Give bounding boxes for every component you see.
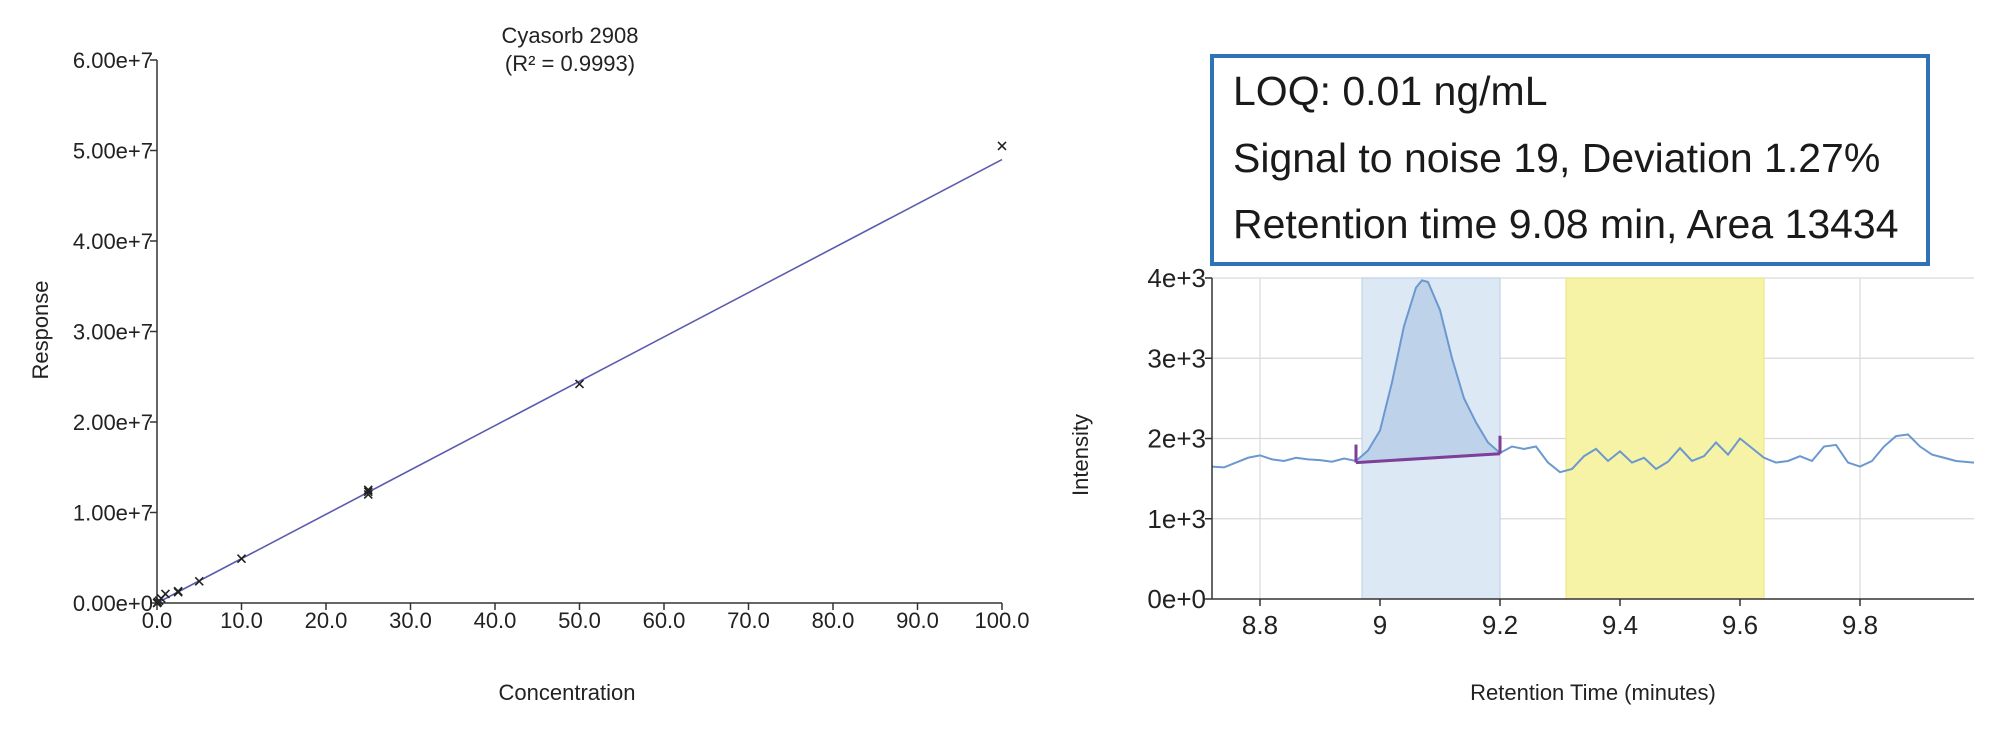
y-tick-label: 4e+3 — [1147, 263, 1206, 293]
x-tick-label: 9.6 — [1722, 610, 1758, 640]
data-point — [363, 485, 373, 495]
y-axis-label: Intensity — [1068, 414, 1093, 496]
info-line-loq: LOQ: 0.01 ng/mL — [1233, 68, 1548, 114]
data-point-stroke — [363, 487, 373, 497]
info-box: LOQ: 0.01 ng/mL Signal to noise 19, Devi… — [1210, 54, 1930, 266]
calibration-axes — [156, 60, 1002, 604]
x-tick-label: 30.0 — [389, 608, 432, 633]
x-tick-label: 8.8 — [1242, 610, 1278, 640]
chromatogram-trace — [1211, 279, 1975, 474]
chromatogram-chart: 0e+0 1e+3 2e+3 3e+3 4e+3 8.8 9 9.2 9.4 9.6 9.8 Re… — [1068, 263, 1975, 705]
calibration-chart: Cyasorb 2908 (R² = 0.9993) 0.00e+0 1.00e+… — [28, 23, 1030, 705]
x-tick-label: 0.0 — [142, 608, 173, 633]
y-tick-label: 3e+3 — [1147, 343, 1206, 373]
chart-title: Cyasorb 2908 — [502, 23, 639, 48]
y-tick-label: 3.00e+7 — [73, 320, 153, 345]
calibration-points — [152, 141, 1007, 608]
y-tick-label: 5.00e+7 — [73, 139, 153, 164]
calibration-fit-line — [156, 158, 1003, 604]
calibration-x-ticks: 0.0 10.0 20.0 30.0 40.0 50.0 60.0 70.0 80.0 90.0 1… — [142, 603, 1030, 633]
baseline-line — [1355, 452, 1501, 465]
x-tick-label: 9.8 — [1842, 610, 1878, 640]
data-point-stroke — [574, 379, 585, 389]
chromatogram-y-ticks: 0e+0 1e+3 2e+3 3e+3 4e+3 — [1147, 263, 1212, 614]
y-tick-label: 6.00e+7 — [73, 48, 153, 73]
data-point-stroke — [173, 586, 183, 596]
trace-line — [1211, 279, 1975, 474]
y-tick-label: 0e+0 — [1147, 584, 1206, 614]
data-point-stroke — [194, 576, 204, 586]
y-tick-label: 0.00e+0 — [73, 591, 153, 616]
data-point — [236, 554, 247, 564]
x-tick-label: 80.0 — [812, 608, 855, 633]
data-point-stroke — [363, 485, 373, 495]
x-tick-label: 9.2 — [1482, 610, 1518, 640]
info-line-retention: Retention time 9.08 min, Area 13434 — [1233, 201, 1899, 247]
x-axis-label: Concentration — [499, 680, 636, 705]
x-tick-label: 50.0 — [558, 608, 601, 633]
y-tick-label: 1e+3 — [1147, 504, 1206, 534]
y-tick-label: 2e+3 — [1147, 424, 1206, 454]
x-axis-label: Retention Time (minutes) — [1470, 680, 1716, 705]
data-point — [173, 586, 183, 596]
data-point-stroke — [997, 141, 1007, 151]
x-tick-label: 9.4 — [1602, 610, 1638, 640]
info-line-signal-noise: Signal to noise 19, Deviation 1.27% — [1233, 135, 1880, 181]
data-point — [194, 576, 204, 586]
x-tick-label: 90.0 — [896, 608, 939, 633]
x-tick-label: 40.0 — [474, 608, 517, 633]
data-point — [997, 141, 1007, 151]
x-tick-label: 100.0 — [974, 608, 1029, 633]
y-tick-label: 2.00e+7 — [73, 410, 153, 435]
peak-area — [1356, 280, 1500, 463]
y-tick-label: 1.00e+7 — [73, 501, 153, 526]
chromatogram-baseline — [1354, 435, 1502, 465]
x-tick-label: 20.0 — [305, 608, 348, 633]
x-tick-label: 9 — [1373, 610, 1387, 640]
chart-subtitle: (R² = 0.9993) — [505, 51, 635, 76]
chromatogram-x-ticks: 8.8 9 9.2 9.4 9.6 9.8 — [1242, 599, 1878, 640]
x-tick-label: 70.0 — [727, 608, 770, 633]
data-point — [160, 589, 171, 599]
data-point — [363, 487, 373, 497]
fit-line — [156, 158, 1003, 604]
info-box-border — [1210, 54, 1930, 266]
data-point — [574, 379, 585, 389]
x-tick-label: 10.0 — [220, 608, 263, 633]
y-axis-label: Response — [28, 280, 53, 379]
noise-region — [1565, 277, 1765, 600]
x-tick-label: 60.0 — [643, 608, 686, 633]
data-point-stroke — [160, 589, 171, 599]
calibration-y-ticks: 0.00e+0 1.00e+7 2.00e+7 3.00e+7 4.00e+7 5.00e… — [73, 48, 157, 616]
data-point-stroke — [236, 554, 247, 564]
y-tick-label: 4.00e+7 — [73, 229, 153, 254]
